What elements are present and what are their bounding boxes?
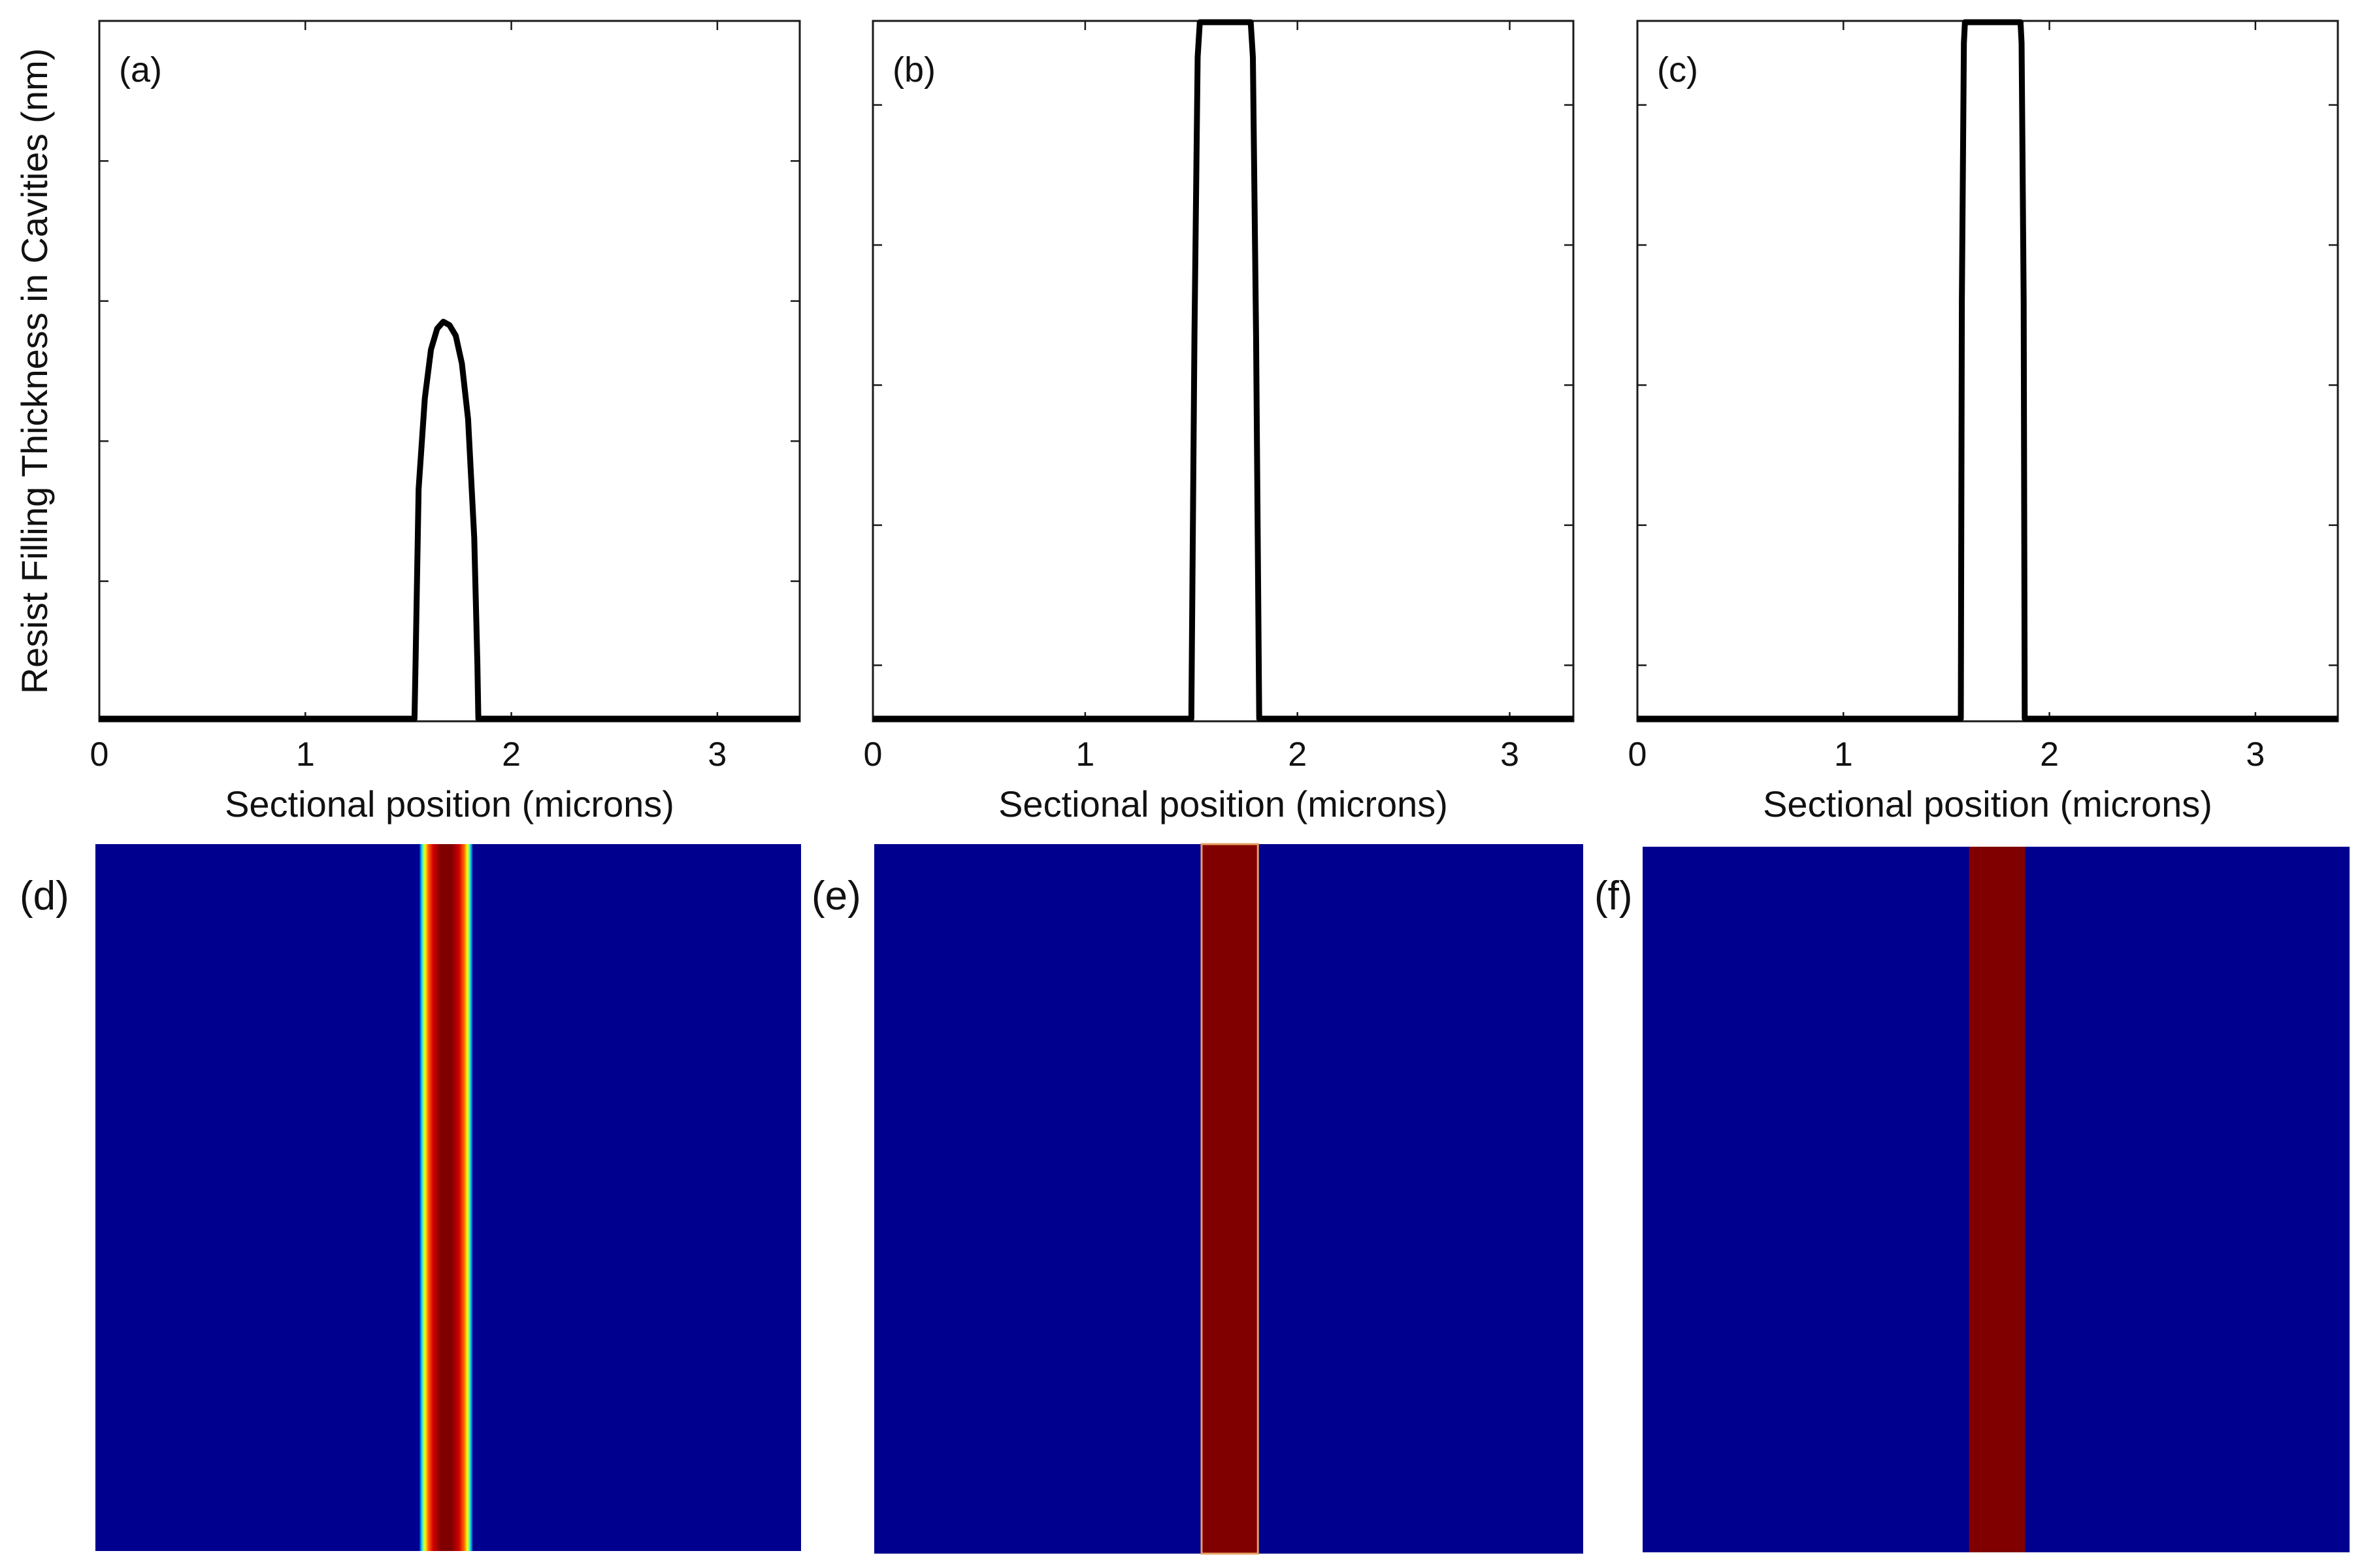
panel-a-xtick-label-1: 1 [296,736,315,774]
panel-d-label: (d) [20,874,69,919]
panel-c-xtick-label-2: 2 [2040,736,2059,774]
panel-a-xtick-label-2: 2 [502,736,521,774]
panel-b-label: (b) [893,50,936,90]
panel-a-xtick-labels: 0 1 2 3 [90,736,727,774]
panel-c-xtick-label-1: 1 [1834,736,1853,774]
panel-e: (e) [812,843,1583,1555]
panel-b-xtick-label-2: 2 [1288,736,1307,774]
panel-b-frame [872,20,1575,723]
panel-c-xtick-label-3: 3 [2246,736,2265,774]
panel-a-xlabel: Sectional position (microns) [225,783,674,825]
panel-f: (f) [1594,847,2350,1552]
panel-a-frame [98,20,801,723]
panel-b-xtick-label-1: 1 [1075,736,1094,774]
panel-d-band [419,844,474,1551]
panel-b-ticks [872,21,1573,721]
panel-b-xtick-label-0: 0 [864,736,883,774]
panel-d: (d) [20,844,801,1551]
panel-c-xtick-labels: 0 1 2 3 [1628,736,2265,774]
panel-c-xlabel: Sectional position (microns) [1763,783,2212,825]
panel-b-xtick-labels: 0 1 2 3 [864,736,1519,774]
panel-f-band [1969,847,2026,1552]
panel-a-xtick-label-3: 3 [708,736,727,774]
panel-c-label: (c) [1657,50,1698,90]
panel-e-band [1200,843,1259,1555]
panel-c-xtick-label-0: 0 [1628,736,1647,774]
panel-b-xlabel: Sectional position (microns) [998,783,1448,825]
panel-b: (b) 0 1 2 3 Sectional position (microns) [864,19,1575,825]
panel-b-profile-line [873,19,1573,722]
panel-a-label: (a) [119,50,162,90]
panel-f-label: (f) [1594,874,1633,919]
panel-c: (c) 0 1 2 3 Sectional position (microns) [1628,19,2339,825]
panel-c-frame [1636,20,2339,723]
panel-e-label: (e) [812,874,861,919]
panel-c-profile-line [1637,19,2338,722]
panel-a-profile-line [99,318,800,722]
panel-a-ylabel: Resist Filling Thickness in Cavities (nm… [14,48,55,694]
panel-a-ticks [98,20,800,721]
panel-c-ticks [1636,21,2338,721]
panel-a: (a) 0 1 2 3 Sectional position (microns)… [14,20,801,825]
panel-a-xtick-label-0: 0 [90,736,109,774]
panel-b-xtick-label-3: 3 [1500,736,1519,774]
